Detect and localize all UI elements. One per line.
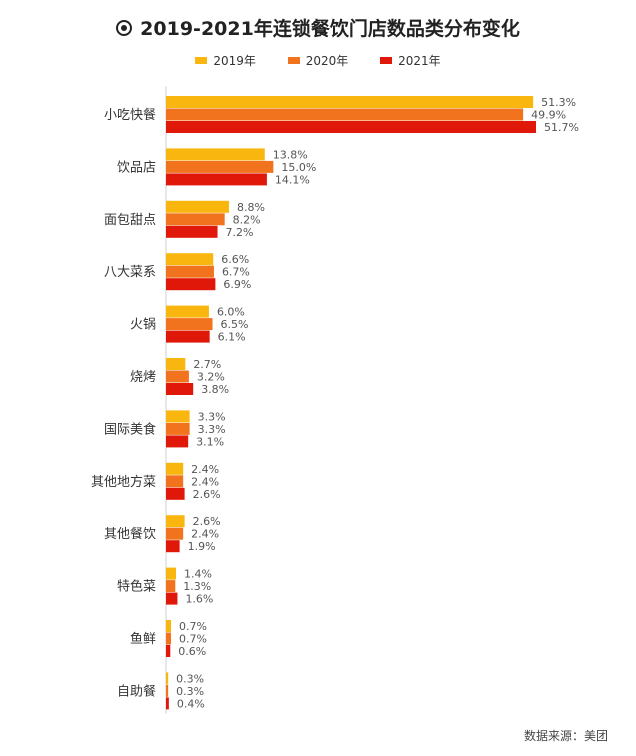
chart-title-row: 2019-2021年连锁餐饮门店数品类分布变化 xyxy=(0,14,636,41)
data-label: 6.1% xyxy=(218,331,246,344)
data-label: 1.4% xyxy=(184,568,212,581)
category-label: 鱼鲜 xyxy=(130,631,156,647)
bar-2020年 xyxy=(166,370,189,383)
bar-2019年 xyxy=(166,620,172,632)
data-label: 2.7% xyxy=(193,358,221,371)
data-label: 51.3% xyxy=(541,96,576,109)
legend-label-2020: 2020年 xyxy=(305,54,349,68)
data-label: 2.6% xyxy=(193,488,221,501)
legend-swatch-2021 xyxy=(380,57,393,64)
bar-2019年 xyxy=(166,253,214,266)
data-label: 0.6% xyxy=(178,645,206,658)
bar-2019年 xyxy=(166,96,534,108)
data-label: 49.9% xyxy=(531,109,566,122)
bar-2019年 xyxy=(166,672,169,685)
data-label: 6.5% xyxy=(221,318,249,331)
data-label: 2.4% xyxy=(191,528,219,541)
category-label: 饮品店 xyxy=(117,160,156,175)
category-label: 小吃快餐 xyxy=(104,107,156,123)
bar-2019年 xyxy=(166,515,185,528)
bar-2019年 xyxy=(166,358,186,370)
bar-2020年 xyxy=(166,684,169,697)
bar-2020年 xyxy=(166,422,190,435)
bar-2021年 xyxy=(166,435,189,448)
data-label: 0.4% xyxy=(177,697,205,710)
bar-2021年 xyxy=(166,121,536,133)
bar-2021年 xyxy=(166,487,185,500)
bar-2020年 xyxy=(166,213,225,226)
chart-title: 2019-2021年连锁餐饮门店数品类分布变化 xyxy=(140,18,520,40)
data-label: 3.3% xyxy=(198,410,226,423)
data-label: 1.6% xyxy=(185,593,213,606)
data-label: 2.4% xyxy=(191,475,219,488)
data-label: 3.8% xyxy=(201,383,229,396)
bar-2020年 xyxy=(166,318,213,331)
data-source-note: 数据来源：美团 xyxy=(523,729,608,743)
legend-item-2019: 2019年 xyxy=(195,52,256,69)
chart-legend: 2019年 2020年 2021年 xyxy=(0,52,636,69)
legend-swatch-2020 xyxy=(287,57,300,64)
category-label: 八大菜系 xyxy=(104,265,156,280)
data-label: 2.6% xyxy=(193,515,221,528)
data-label: 6.6% xyxy=(221,253,249,266)
data-label: 0.3% xyxy=(176,685,204,698)
data-label: 7.2% xyxy=(226,226,254,239)
data-label: 6.0% xyxy=(217,306,245,319)
bar-2021年 xyxy=(166,330,210,343)
category-label: 自助餐 xyxy=(117,683,156,699)
bar-2020年 xyxy=(166,632,172,645)
bar-2020年 xyxy=(166,475,184,488)
target-circle-icon xyxy=(116,20,133,36)
bar-2019年 xyxy=(166,410,190,423)
data-label: 0.7% xyxy=(179,620,207,633)
bar-2021年 xyxy=(166,645,171,657)
bar-2020年 xyxy=(166,108,524,121)
data-label: 0.7% xyxy=(179,633,207,646)
data-label: 3.3% xyxy=(198,423,226,436)
category-label: 火锅 xyxy=(130,317,156,333)
legend-item-2021: 2021年 xyxy=(380,52,441,69)
bar-2019年 xyxy=(166,567,177,580)
legend-label-2019: 2019年 xyxy=(213,54,256,68)
bar-2020年 xyxy=(166,160,274,173)
data-label: 0.3% xyxy=(176,672,204,685)
data-label: 51.7% xyxy=(544,121,579,134)
data-label: 8.8% xyxy=(237,201,265,214)
legend-item-2020: 2020年 xyxy=(287,52,349,69)
bar-2021年 xyxy=(166,383,194,395)
category-label: 烧烤 xyxy=(130,370,156,385)
data-label: 1.9% xyxy=(188,540,216,553)
data-label: 3.1% xyxy=(196,435,224,448)
category-label: 其他餐饮 xyxy=(104,526,156,542)
category-label: 国际美食 xyxy=(104,421,156,437)
bar-2020年 xyxy=(166,265,214,278)
data-label: 15.0% xyxy=(281,161,316,174)
data-label: 6.9% xyxy=(223,278,251,291)
legend-swatch-2019 xyxy=(195,57,208,64)
bar-2020年 xyxy=(166,580,176,593)
category-label: 面包甜点 xyxy=(104,212,156,228)
bar-2019年 xyxy=(166,148,265,161)
bar-2021年 xyxy=(166,697,169,710)
bar-2019年 xyxy=(166,462,184,475)
data-label: 3.2% xyxy=(197,371,225,384)
data-label: 13.8% xyxy=(273,148,308,161)
bar-2020年 xyxy=(166,527,184,540)
bar-2021年 xyxy=(166,592,178,605)
bar-2019年 xyxy=(166,200,229,213)
data-label: 1.3% xyxy=(183,580,211,593)
data-label: 8.2% xyxy=(233,213,261,226)
data-label: 6.7% xyxy=(222,266,250,279)
data-label: 2.4% xyxy=(191,463,219,476)
bar-2021年 xyxy=(166,173,267,186)
legend-label-2021: 2021年 xyxy=(398,54,441,68)
data-label: 14.1% xyxy=(275,173,310,186)
category-label: 其他地方菜 xyxy=(91,474,156,490)
bar-2021年 xyxy=(166,540,180,553)
category-label: 特色菜 xyxy=(117,579,156,595)
bar-2019年 xyxy=(166,305,209,318)
bar-2021年 xyxy=(166,278,216,291)
bar-2021年 xyxy=(166,225,218,238)
